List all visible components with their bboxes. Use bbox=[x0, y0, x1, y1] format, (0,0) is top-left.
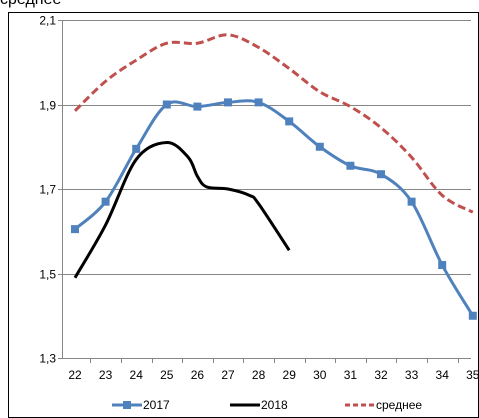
series-0-point bbox=[315, 142, 324, 151]
series-0-point bbox=[101, 197, 110, 206]
legend-item-0: 2017 bbox=[112, 398, 170, 412]
legend-item-2: среднее bbox=[345, 398, 422, 412]
series-group bbox=[71, 33, 477, 320]
x-tick-label: 31 bbox=[344, 368, 358, 382]
y-tick-label: 2,1 bbox=[39, 14, 56, 28]
legend-item-1: 2018 bbox=[230, 398, 288, 412]
series-0-point bbox=[285, 117, 294, 126]
x-tick-label: 32 bbox=[374, 368, 388, 382]
series-0-point bbox=[407, 197, 416, 206]
y-tick-label: 1,3 bbox=[39, 352, 56, 366]
legend-label: 2017 bbox=[143, 398, 170, 412]
x-tick-label: 33 bbox=[405, 368, 419, 382]
y-tick-label: 1,9 bbox=[39, 99, 56, 113]
x-tick-label: 24 bbox=[130, 368, 144, 382]
series-2-line bbox=[73, 33, 474, 214]
x-tick-label: 28 bbox=[252, 368, 266, 382]
y-tick-label: 1,7 bbox=[39, 183, 56, 197]
legend-label: среднее bbox=[376, 398, 422, 412]
x-tick-label: 22 bbox=[68, 368, 82, 382]
series-0-point bbox=[162, 100, 171, 109]
gridlines bbox=[62, 20, 471, 359]
x-tick-label: 30 bbox=[313, 368, 327, 382]
series-0-line bbox=[73, 99, 475, 317]
series-0-point bbox=[438, 261, 447, 270]
series-0-point bbox=[224, 98, 232, 107]
axes: 1,3 1,5 1,7 1,9 2,1 22 23 24 25 26 27 28 29 30 31 32 33 3… bbox=[39, 14, 479, 383]
x-tick-label: 26 bbox=[191, 368, 205, 382]
x-tick-label: 34 bbox=[436, 368, 450, 382]
series-0-point bbox=[71, 225, 79, 234]
x-tick-label: 25 bbox=[160, 368, 174, 382]
x-tick-label: 23 bbox=[99, 368, 113, 382]
legend: 2017 2018 среднее bbox=[112, 398, 422, 412]
series-0-point bbox=[254, 98, 263, 107]
series-0-point bbox=[346, 161, 355, 170]
series-0-point bbox=[132, 144, 141, 153]
x-tick-label: 29 bbox=[283, 368, 297, 382]
series-0-point bbox=[193, 102, 202, 111]
x-tick-label: 35 bbox=[466, 368, 479, 382]
y-tick-label: 1,5 bbox=[39, 268, 56, 282]
series-1-line bbox=[73, 141, 291, 279]
series-0-point bbox=[377, 170, 385, 179]
legend-label: 2018 bbox=[261, 398, 288, 412]
series-0-point bbox=[468, 311, 477, 320]
legend-marker bbox=[123, 401, 131, 409]
top-cut-label: среднее bbox=[0, 0, 61, 9]
x-tick-label: 27 bbox=[221, 368, 235, 382]
chart-frame bbox=[8, 12, 479, 418]
